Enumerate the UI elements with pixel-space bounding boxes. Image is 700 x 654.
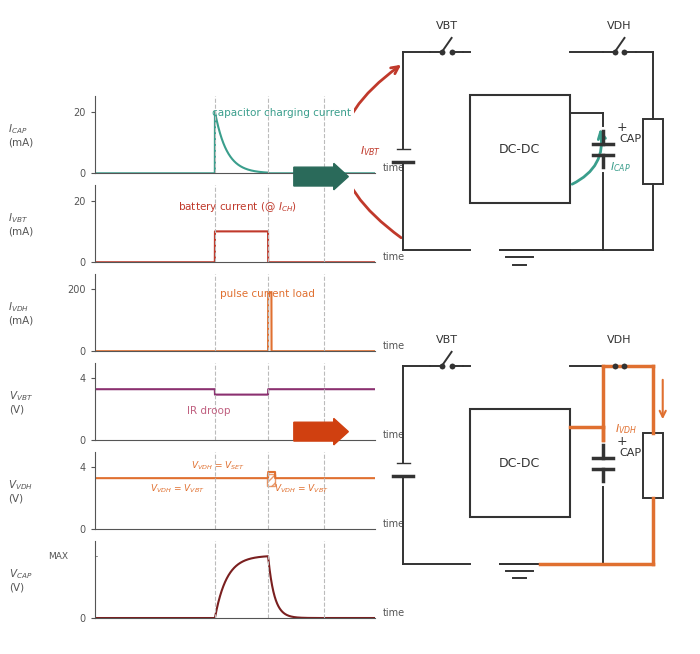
Text: $I_{CAP}$: $I_{CAP}$ bbox=[610, 160, 630, 175]
Bar bbox=[267, 473, 275, 486]
Text: capacitor charging current: capacitor charging current bbox=[212, 108, 351, 118]
Y-axis label: $V_{VBT}$
(V): $V_{VBT}$ (V) bbox=[9, 389, 33, 414]
Text: time: time bbox=[383, 519, 405, 529]
Text: time: time bbox=[383, 608, 405, 618]
Text: VDH: VDH bbox=[608, 335, 631, 345]
Text: DC-DC: DC-DC bbox=[499, 143, 540, 156]
FancyArrow shape bbox=[294, 164, 349, 190]
FancyArrowPatch shape bbox=[341, 67, 401, 238]
Text: pulse current load: pulse current load bbox=[220, 289, 316, 299]
Text: CAP: CAP bbox=[620, 447, 642, 458]
Text: +: + bbox=[616, 436, 626, 449]
FancyArrowPatch shape bbox=[659, 380, 666, 417]
Y-axis label: $I_{CAP}$
(mA): $I_{CAP}$ (mA) bbox=[8, 122, 33, 147]
Y-axis label: $V_{VDH}$
(V): $V_{VDH}$ (V) bbox=[8, 478, 33, 503]
Text: MAX: MAX bbox=[48, 552, 68, 560]
Y-axis label: $I_{VDH}$
(mA): $I_{VDH}$ (mA) bbox=[8, 300, 33, 325]
Y-axis label: $V_{CAP}$
(V): $V_{CAP}$ (V) bbox=[9, 567, 33, 592]
Text: DC-DC: DC-DC bbox=[499, 457, 540, 470]
Bar bbox=[470, 409, 570, 517]
Text: IR droop: IR droop bbox=[187, 406, 230, 416]
Text: time: time bbox=[383, 164, 405, 173]
Text: VBT: VBT bbox=[435, 335, 458, 345]
Text: $I_{VBT}$: $I_{VBT}$ bbox=[360, 145, 381, 158]
Bar bbox=[470, 95, 570, 203]
Text: time: time bbox=[383, 252, 405, 262]
Y-axis label: $I_{VBT}$
(mA): $I_{VBT}$ (mA) bbox=[8, 211, 33, 236]
Text: time: time bbox=[383, 430, 405, 440]
Text: $V_{VDH}$ = $V_{VBT}$: $V_{VDH}$ = $V_{VBT}$ bbox=[150, 483, 205, 495]
Text: $I_{VDH}$: $I_{VDH}$ bbox=[615, 422, 637, 436]
FancyArrowPatch shape bbox=[572, 132, 606, 184]
Text: +: + bbox=[616, 122, 626, 135]
Text: $V_{VDH}$ = $V_{VBT}$: $V_{VDH}$ = $V_{VBT}$ bbox=[274, 483, 328, 495]
Bar bbox=[643, 433, 663, 498]
Text: battery current (@ $I_{CH}$): battery current (@ $I_{CH}$) bbox=[178, 199, 298, 214]
Text: VDH: VDH bbox=[608, 21, 631, 31]
FancyArrow shape bbox=[294, 419, 349, 445]
Text: time: time bbox=[383, 341, 405, 351]
Text: VBT: VBT bbox=[435, 21, 458, 31]
Text: $V_{VDH}$ = $V_{SET}$: $V_{VDH}$ = $V_{SET}$ bbox=[190, 460, 245, 472]
Bar bbox=[643, 119, 663, 184]
Text: CAP: CAP bbox=[620, 133, 642, 144]
